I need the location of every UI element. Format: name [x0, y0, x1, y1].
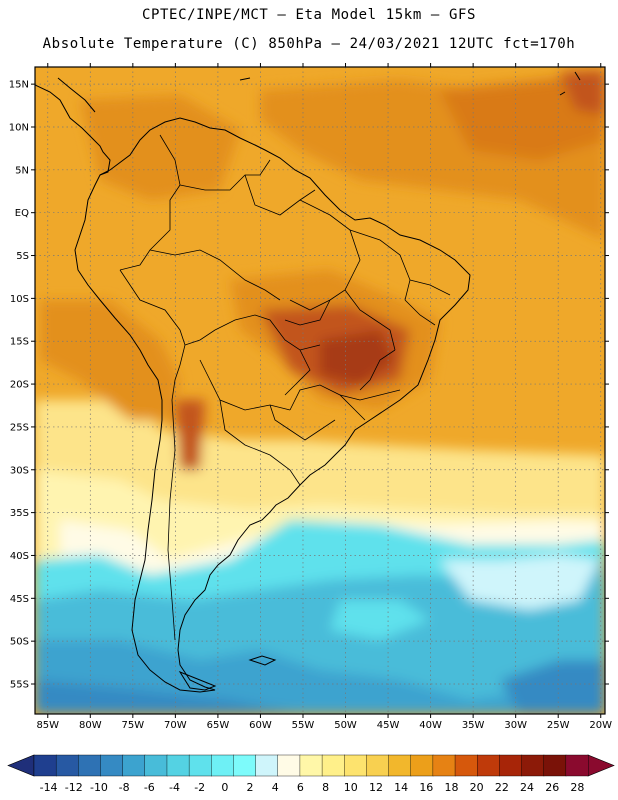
colorbar-swatch — [543, 754, 567, 777]
colorbar-label: -8 — [119, 781, 130, 794]
colorbar-label: 0 — [221, 781, 228, 794]
colorbar-label: 28 — [570, 781, 584, 794]
colorbar-swatch — [344, 754, 367, 777]
lat-label: 30S — [10, 465, 29, 476]
lat-label: 25S — [10, 422, 29, 433]
lon-label: 85W — [36, 720, 59, 731]
colorbar: -14 -12 -10 -8 -6 -4 -2 0 2 4 6 8 10 12 14 16 18 20 22 24 26… — [7, 754, 615, 794]
colorbar-label: -4 — [169, 781, 180, 794]
lon-label: 65W — [207, 720, 230, 731]
map-title-line2: Absolute Temperature (C) 850hPa – 24/03/… — [42, 36, 576, 52]
colorbar-label: -14 — [40, 781, 58, 794]
lat-label: 5N — [15, 165, 29, 176]
lon-label: 60W — [249, 720, 272, 731]
temperature-field — [35, 67, 605, 714]
lon-label: 20W — [589, 720, 612, 731]
colorbar-label: 16 — [419, 781, 433, 794]
colorbar-swatch — [78, 754, 102, 777]
lat-label: 10S — [10, 294, 29, 305]
colorbar-label: 10 — [344, 781, 358, 794]
lat-label: 40S — [10, 551, 29, 562]
lat-label: 5S — [16, 251, 29, 262]
colorbar-swatch — [233, 754, 257, 777]
lat-label: 15N — [9, 80, 29, 91]
colorbar-swatch — [388, 754, 412, 777]
colorbar-label: 2 — [247, 781, 254, 794]
lon-label: 80W — [79, 720, 102, 731]
colorbar-label: 22 — [495, 781, 509, 794]
graticule — [35, 67, 605, 714]
colorbar-label: -6 — [144, 781, 155, 794]
colorbar-swatch — [55, 754, 79, 777]
colorbar-swatch — [321, 754, 345, 777]
lon-label: 25W — [547, 720, 570, 731]
lat-label: 20S — [10, 380, 29, 391]
colorbar-swatch — [499, 754, 523, 777]
lat-label: 35S — [10, 508, 29, 519]
colorbar-label: -2 — [194, 781, 205, 794]
colorbar-label: 20 — [470, 781, 484, 794]
colorbar-label: 12 — [369, 781, 383, 794]
lat-label: 15S — [10, 337, 29, 348]
lat-label: 10N — [9, 122, 29, 133]
lat-label: 55S — [10, 680, 29, 691]
lat-label: 50S — [10, 637, 29, 648]
colorbar-swatch — [366, 754, 390, 777]
lat-label: 45S — [10, 594, 29, 605]
colorbar-swatch — [410, 754, 434, 777]
colorbar-swatch — [33, 754, 57, 777]
colorbar-label: 6 — [297, 781, 304, 794]
colorbar-label: -10 — [90, 781, 108, 794]
colorbar-swatch — [211, 754, 235, 777]
map-axes: 15N 10N 5N EQ 5S 10S 15S 20S 25S 30S 35S 40S 45S 50S 5… — [9, 63, 612, 731]
lon-label: 30W — [504, 720, 527, 731]
colorbar-label: 8 — [322, 781, 329, 794]
colorbar-label: 4 — [272, 781, 279, 794]
colorbar-swatch — [100, 754, 124, 777]
colorbar-swatch — [277, 754, 301, 777]
lon-label: 35W — [462, 720, 485, 731]
colorbar-swatch — [521, 754, 545, 777]
colorbar-swatch — [255, 754, 279, 777]
lon-label: 75W — [122, 720, 145, 731]
colorbar-swatch — [565, 754, 589, 777]
colorbar-swatch — [144, 754, 168, 777]
colorbar-label: 18 — [445, 781, 459, 794]
colorbar-swatch — [454, 754, 478, 777]
colorbar-swatch — [477, 754, 500, 777]
lon-label: 50W — [334, 720, 357, 731]
lon-label: 45W — [377, 720, 400, 731]
coastlines — [35, 71, 581, 693]
colorbar-high-arrow — [587, 754, 615, 777]
colorbar-swatch — [432, 754, 456, 777]
colorbar-low-arrow — [7, 754, 35, 777]
colorbar-label: 26 — [545, 781, 559, 794]
lon-label: 40W — [419, 720, 442, 731]
colorbar-label: 24 — [520, 781, 534, 794]
colorbar-swatch — [166, 754, 190, 777]
colorbar-label: 14 — [394, 781, 408, 794]
lat-label: EQ — [15, 208, 29, 219]
map-frame — [34, 66, 606, 715]
colorbar-label: -12 — [65, 781, 83, 794]
map-title-line1: CPTEC/INPE/MCT – Eta Model 15km – GFS — [141, 7, 477, 23]
lon-label: 55W — [292, 720, 315, 731]
lon-label: 70W — [164, 720, 187, 731]
colorbar-swatch — [122, 754, 146, 777]
colorbar-swatch — [299, 754, 323, 777]
colorbar-swatch — [188, 754, 212, 777]
